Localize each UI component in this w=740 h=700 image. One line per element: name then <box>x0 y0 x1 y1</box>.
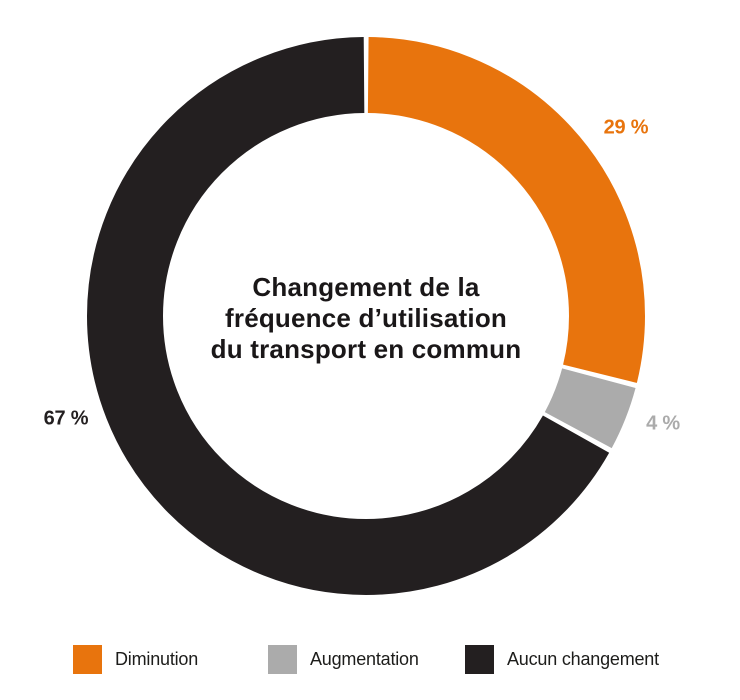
legend-swatch-icon <box>268 645 297 674</box>
chart-title: Changement de la fréquence d’utilisation… <box>156 272 576 365</box>
legend-label: Diminution <box>115 649 199 669</box>
segment-value-label-aucun-changement: 67 % <box>43 407 89 430</box>
chart-title-line: du transport en commun <box>210 334 522 364</box>
legend-label: Augmentation <box>310 649 419 669</box>
segment-value-label-augmentation: 4 % <box>646 412 680 435</box>
chart-title-line: Changement de la <box>252 272 480 302</box>
legend-item-aucun-changement: Aucun changement <box>465 645 659 674</box>
donut-segment-2 <box>87 37 645 595</box>
legend-label: Aucun changement <box>507 649 659 669</box>
donut-segment-0 <box>87 37 645 595</box>
legend-swatch-icon <box>465 645 494 674</box>
legend-item-augmentation: Augmentation <box>268 645 419 674</box>
segment-value-label-diminution: 29 % <box>603 116 649 139</box>
chart-title-line: fréquence d’utilisation <box>225 303 507 333</box>
legend-swatch-icon <box>73 645 102 674</box>
legend: Diminution Augmentation Aucun changement <box>0 645 740 675</box>
legend-item-diminution: Diminution <box>73 645 198 674</box>
